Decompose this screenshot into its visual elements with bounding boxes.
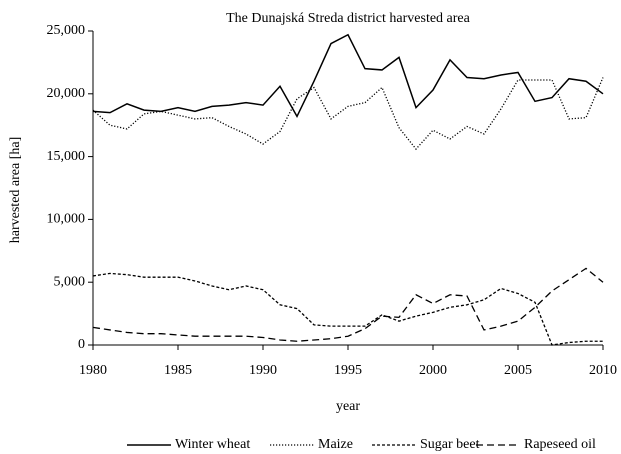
y-tick-label: 10,000 [47, 212, 86, 227]
y-tick-label: 25,000 [47, 23, 86, 38]
legend-label: Rapeseed oil [524, 437, 596, 452]
x-tick-label: 1985 [164, 363, 192, 378]
y-tick-label: 5,000 [54, 274, 86, 289]
legend-label: Sugar beet [420, 437, 480, 452]
x-tick-label: 1990 [249, 363, 277, 378]
y-axis-label: harvested area [ha] [8, 137, 23, 243]
series-line [92, 272, 603, 346]
y-tick-label: 15,000 [47, 149, 86, 164]
chart-title: The Dunajská Streda district harvested a… [226, 11, 471, 26]
legend-label: Winter wheat [175, 437, 250, 452]
series-line [92, 77, 604, 151]
x-tick-label: 2005 [504, 363, 532, 378]
x-tick-label: 2010 [589, 363, 617, 378]
x-tick-label: 1995 [334, 363, 362, 378]
legend-label: Maize [318, 437, 353, 452]
x-tick-label: 1980 [79, 363, 107, 378]
series-line [92, 267, 604, 342]
series-line [92, 33, 604, 119]
y-tick-label: 20,000 [47, 86, 86, 101]
x-tick-label: 2000 [419, 363, 447, 378]
x-axis-label: year [336, 399, 360, 414]
y-tick-label: 0 [78, 337, 85, 352]
